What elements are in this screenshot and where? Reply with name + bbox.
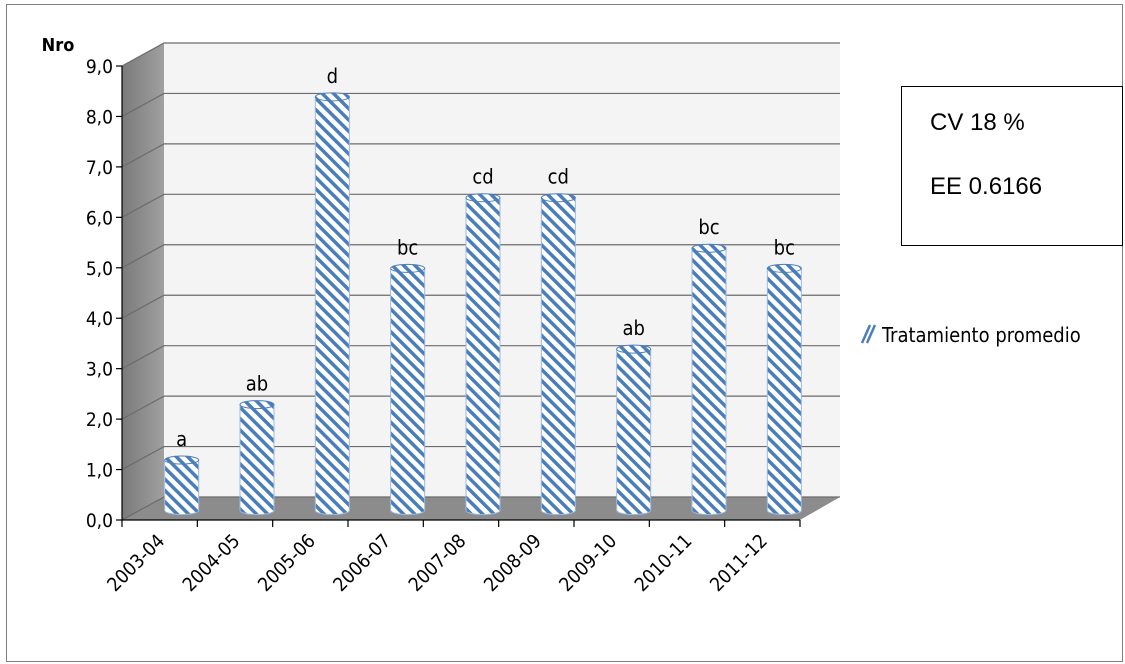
gridline: [121, 92, 840, 117]
y-tick-label: 6,0: [86, 207, 113, 229]
data-label: ab: [246, 372, 268, 396]
data-label: bc: [397, 235, 418, 259]
ee-text: EE 0.6166: [930, 173, 1043, 200]
gridline: [121, 345, 840, 370]
bar-body: [239, 404, 275, 515]
data-label: cd: [548, 165, 569, 189]
bar: [540, 193, 576, 515]
y-tick-label: 7,0: [86, 157, 113, 179]
data-label: bc: [698, 215, 719, 239]
bar: [239, 400, 275, 515]
bar-body: [164, 459, 200, 515]
gridline: [121, 395, 840, 420]
gridline: [121, 294, 840, 319]
gridline: [121, 244, 840, 269]
bar-body: [691, 247, 727, 515]
y-axis: 0,0 1,0 2,0 3,0 4,0 5,0 6,0 7,0 8,0 9,0: [86, 56, 123, 532]
y-tick-label: 4,0: [86, 308, 113, 330]
y-axis-label: Nro: [42, 35, 75, 56]
gridline: [121, 42, 840, 67]
bar-top: [766, 263, 802, 273]
y-tick-label: 9,0: [86, 56, 113, 78]
bar-body: [390, 267, 426, 515]
bar: [766, 263, 802, 515]
bar-body: [616, 348, 652, 515]
bar-top: [164, 455, 200, 465]
stats-box: CV 18 % EE 0.6166: [901, 86, 1123, 246]
y-tick-label: 0,0: [86, 510, 113, 532]
bar-body: [314, 96, 350, 515]
bar-top: [314, 92, 350, 102]
bars: a ab d bc cd cd ab bc bc: [164, 64, 802, 515]
bar: [616, 344, 652, 515]
y-tick-label: 5,0: [86, 258, 113, 280]
bar-top: [616, 344, 652, 354]
y-tick-label: 3,0: [86, 359, 113, 381]
back-wall: [164, 43, 840, 497]
y-tick-label: 2,0: [86, 409, 113, 431]
side-wall: [122, 43, 164, 520]
x-axis: 2003-04 2004-05 2005-06 2006-07 2007-08 2008-…: [103, 519, 801, 596]
x-tick-label: 2009-10: [555, 530, 621, 596]
bar-top: [691, 243, 727, 253]
bar: [390, 263, 426, 515]
legend-label: Tratamiento promedio: [881, 323, 1081, 347]
data-label: a: [176, 427, 187, 451]
data-label: ab: [622, 316, 644, 340]
bar: [465, 193, 501, 515]
data-label: bc: [774, 235, 795, 259]
gridline: [121, 496, 840, 521]
bar-top: [390, 263, 426, 273]
data-label: cd: [472, 165, 493, 189]
y-tick-label: 8,0: [86, 106, 113, 128]
bar: [164, 455, 200, 515]
legend: Tratamiento promedio: [860, 323, 1081, 347]
y-tick-label: 1,0: [86, 460, 113, 482]
bar-top: [465, 193, 501, 203]
x-tick-label: 2003-04: [103, 530, 169, 596]
bar-body: [766, 267, 802, 515]
x-tick-label: 2007-08: [404, 530, 470, 596]
bar: [691, 243, 727, 515]
bar: [314, 92, 350, 515]
x-tick-label: 2008-09: [480, 530, 546, 596]
x-tick-label: 2011-12: [706, 530, 772, 596]
cv-text: CV 18 %: [930, 109, 1025, 136]
gridline: [121, 445, 840, 471]
bar-top: [540, 193, 576, 203]
x-tick-label: 2004-05: [178, 530, 244, 596]
legend-swatch: [860, 324, 877, 344]
data-label: d: [327, 64, 338, 88]
plot-area: [122, 43, 840, 520]
x-tick-label: 2005-06: [254, 530, 320, 596]
gridline: [121, 193, 840, 218]
bar-top: [239, 400, 275, 410]
x-tick-label: 2006-07: [329, 530, 395, 596]
gridlines: [121, 42, 840, 521]
bar-body: [465, 197, 501, 515]
x-tick-label: 2010-11: [630, 530, 696, 596]
bar-body: [540, 197, 576, 515]
gridline: [121, 143, 840, 168]
